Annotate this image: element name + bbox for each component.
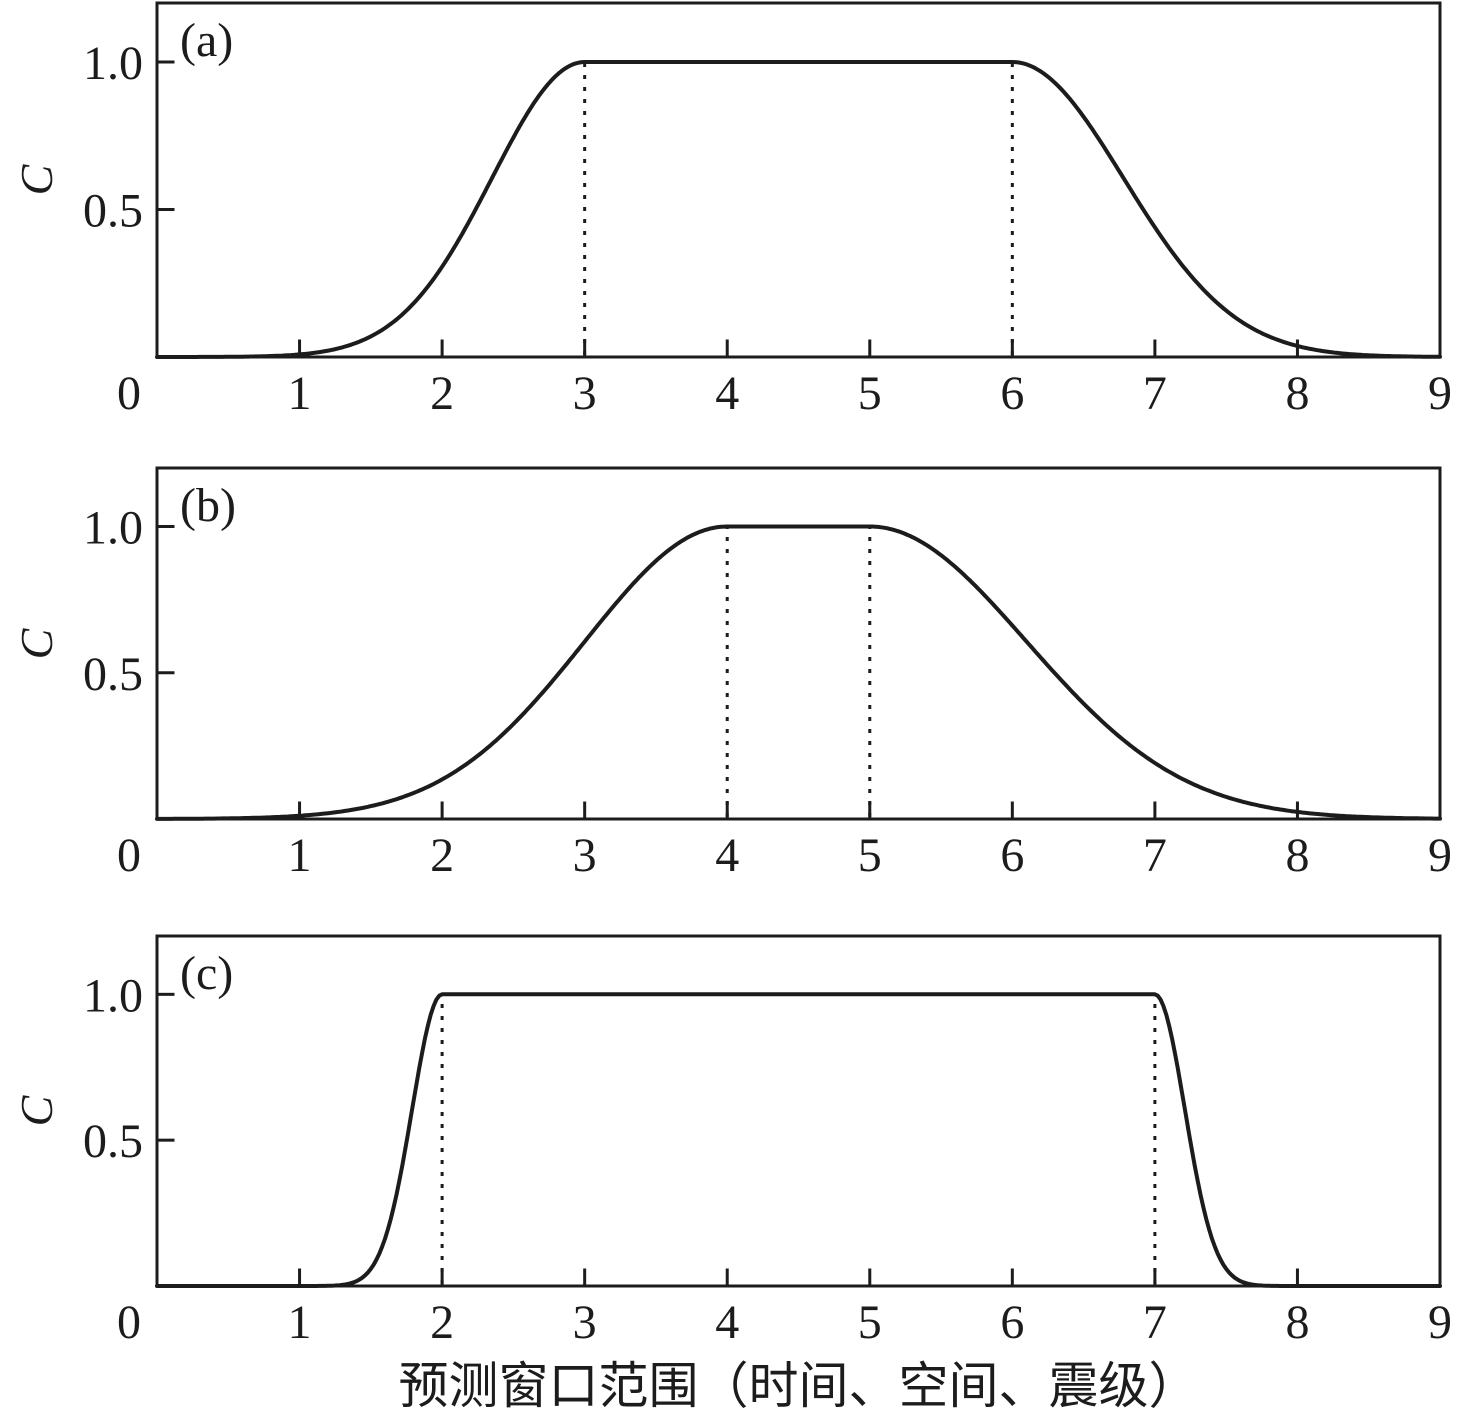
y-tick-label: 1.0 bbox=[83, 969, 143, 1022]
membership-curve bbox=[155, 524, 1442, 821]
y-tick-label: 0.5 bbox=[83, 185, 143, 238]
x-tick-label: 1 bbox=[288, 1296, 312, 1349]
panel-b-label: (b) bbox=[180, 479, 236, 532]
x-tick-label: 7 bbox=[1143, 829, 1167, 882]
y-tick-label: 1.0 bbox=[83, 37, 143, 90]
plot-box bbox=[155, 1, 1442, 359]
x-tick-label: 5 bbox=[858, 1296, 882, 1349]
x-tick-label: 9 bbox=[1428, 1296, 1452, 1349]
panel-c-y-axis-label: C bbox=[11, 1094, 62, 1126]
x-tick-label: 6 bbox=[1000, 367, 1024, 420]
panel-a-label: (a) bbox=[180, 14, 233, 67]
x-tick-label: 2 bbox=[430, 1296, 454, 1349]
panel-c: 1.0 0.5 9 8 7 6 5 4 3 2 1 0 (c) C bbox=[11, 934, 1452, 1349]
x-axis-title: 预测窗口范围（时间、空间、震级） bbox=[398, 1358, 1199, 1414]
x-tick-label: 1 bbox=[288, 829, 312, 882]
y-tick-label: 0.5 bbox=[83, 648, 143, 701]
x-tick-label: 8 bbox=[1285, 1296, 1309, 1349]
x-tick-label: 2 bbox=[430, 829, 454, 882]
x-tick-label: 4 bbox=[715, 1296, 739, 1349]
membership-curve bbox=[155, 60, 1442, 359]
x-tick-label: 9 bbox=[1428, 367, 1452, 420]
x-tick-label: 8 bbox=[1285, 367, 1309, 420]
y-tick-label: 0.5 bbox=[83, 1115, 143, 1168]
panel-c-label: (c) bbox=[180, 947, 233, 1000]
x-tick-label: 5 bbox=[858, 367, 882, 420]
x-tick-label: 3 bbox=[573, 1296, 597, 1349]
x-tick-label: 0 bbox=[117, 367, 141, 420]
panel-a-y-axis-label: C bbox=[11, 163, 62, 195]
x-tick-label: 7 bbox=[1143, 367, 1167, 420]
x-tick-label: 1 bbox=[288, 367, 312, 420]
panel-a: 1.0 0.5 9 8 7 6 5 4 3 2 1 0 (a) C bbox=[11, 1, 1452, 420]
x-tick-label: 6 bbox=[1000, 829, 1024, 882]
x-tick-label: 4 bbox=[715, 829, 739, 882]
plot-box bbox=[155, 934, 1442, 1288]
x-tick-label: 9 bbox=[1428, 829, 1452, 882]
panel-b-y-axis-label: C bbox=[11, 627, 62, 659]
x-tick-label: 3 bbox=[573, 367, 597, 420]
x-tick-label: 6 bbox=[1000, 1296, 1024, 1349]
x-tick-label: 0 bbox=[117, 1296, 141, 1349]
plot-box bbox=[155, 466, 1442, 821]
x-tick-label: 5 bbox=[858, 829, 882, 882]
y-tick-label: 1.0 bbox=[83, 502, 143, 555]
x-tick-label: 7 bbox=[1143, 1296, 1167, 1349]
x-tick-label: 3 bbox=[573, 829, 597, 882]
x-tick-label: 0 bbox=[117, 829, 141, 882]
x-tick-label: 8 bbox=[1285, 829, 1309, 882]
x-tick-label: 2 bbox=[430, 367, 454, 420]
membership-curve bbox=[155, 992, 1442, 1288]
x-tick-label: 4 bbox=[715, 367, 739, 420]
panel-b: 1.0 0.5 9 8 7 6 5 4 3 2 1 0 (b) C bbox=[11, 466, 1452, 882]
